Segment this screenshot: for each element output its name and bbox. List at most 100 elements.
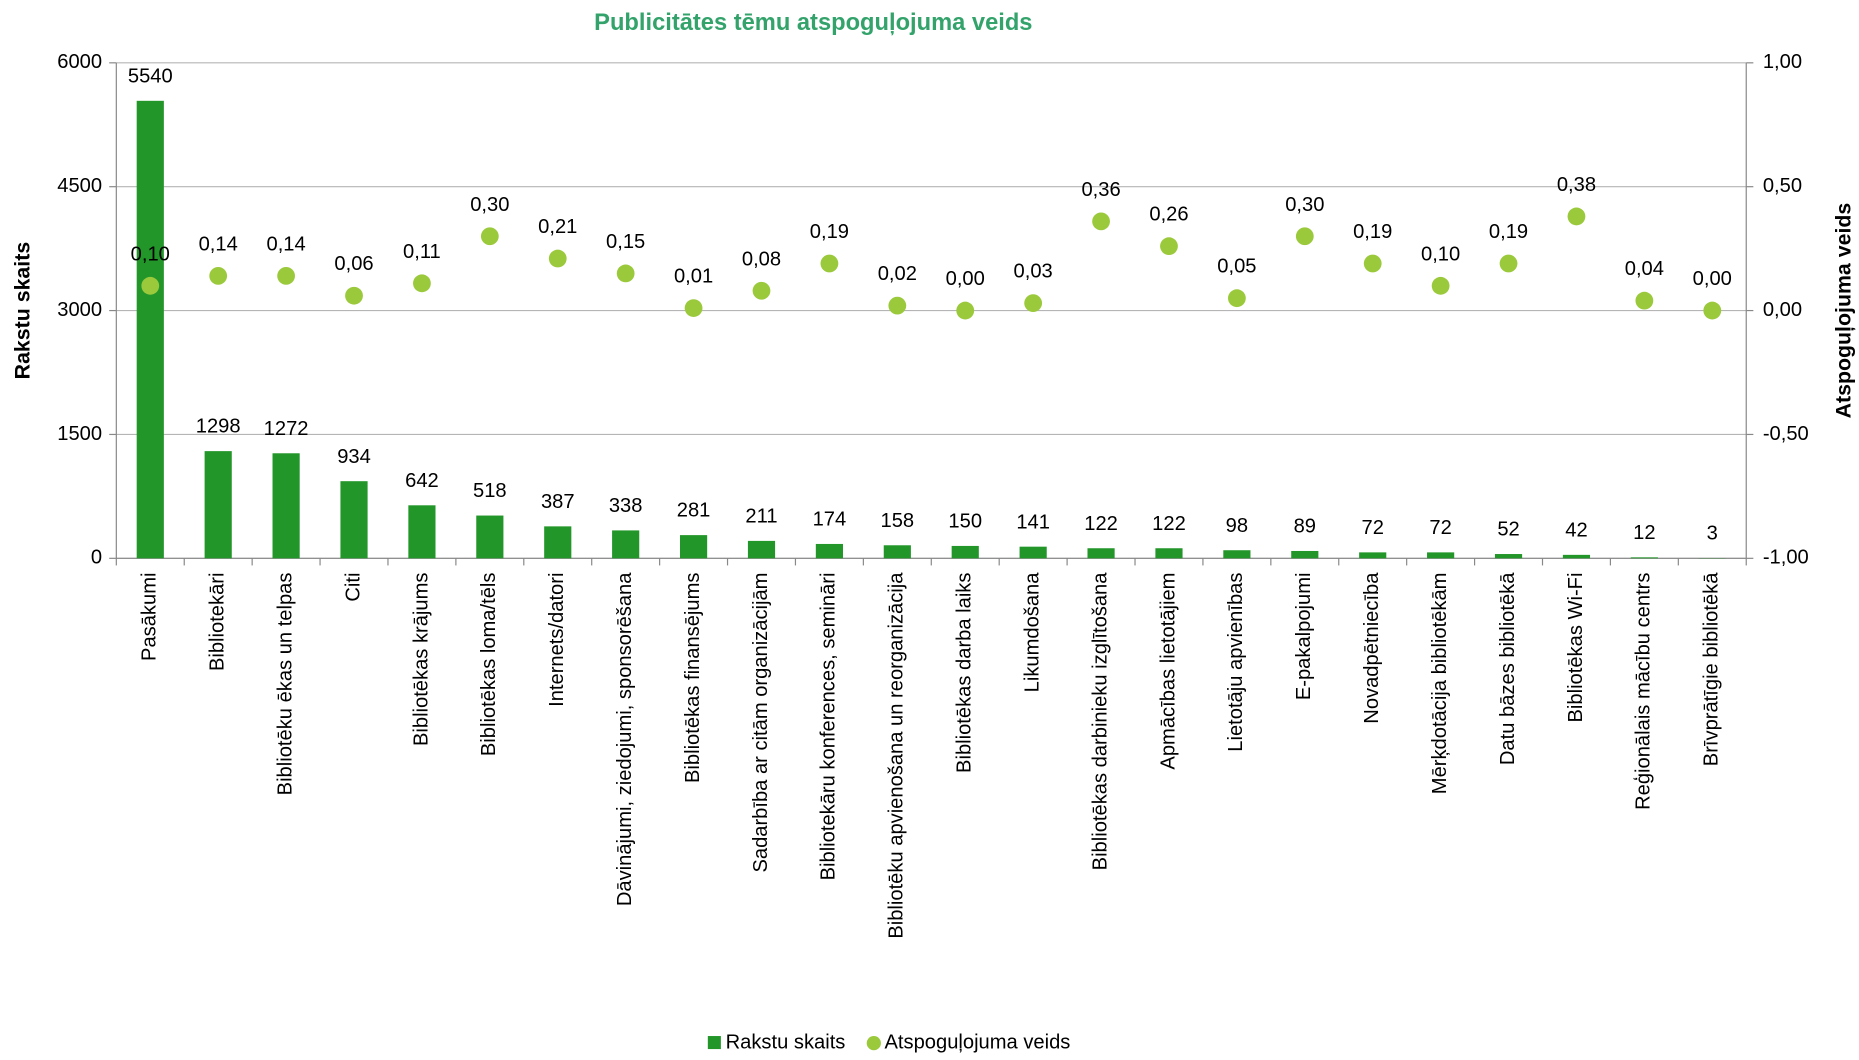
- bar: [340, 481, 367, 558]
- x-tick-label: Bibliotēku ēkas un telpas: [274, 573, 296, 796]
- y2-tick-label: 1,00: [1763, 51, 1802, 73]
- bar: [1359, 552, 1386, 558]
- dot: [685, 299, 703, 317]
- bar-value-label: 211: [745, 506, 777, 528]
- x-tick-label: Novadpētniecība: [1361, 572, 1383, 724]
- dot: [481, 227, 499, 245]
- bar: [1223, 550, 1250, 558]
- dot-value-label: 0,14: [199, 233, 238, 255]
- dot-value-label: 0,03: [1014, 261, 1053, 283]
- bar-value-label: 72: [1362, 517, 1384, 539]
- dot-value-label: 0,14: [267, 233, 306, 255]
- dot-value-label: 0,38: [1557, 174, 1596, 196]
- bar-value-label: 338: [609, 495, 643, 517]
- legend-label: Rakstu skaits: [726, 1031, 846, 1053]
- dot: [1703, 302, 1721, 320]
- x-tick-label: Bibliotēkas darba laiks: [954, 573, 976, 773]
- x-tick-label: Bibliotēkas finansējums: [682, 573, 704, 783]
- dot: [956, 302, 974, 320]
- dot-value-label: 0,26: [1149, 204, 1188, 226]
- dot: [413, 274, 431, 292]
- bar: [408, 505, 435, 558]
- x-tick-label: Dāvinājumi, ziedojumi, sponsorēšana: [614, 572, 636, 906]
- dot-value-label: 0,02: [878, 263, 917, 285]
- y-tick-label: 0: [91, 547, 102, 569]
- dot-value-label: 0,06: [334, 253, 373, 275]
- dot-value-label: 0,00: [1693, 268, 1732, 290]
- x-tick-label: Bibliotēkas Wi-Fi: [1565, 573, 1587, 723]
- x-tick-label: Likumdošana: [1021, 572, 1043, 693]
- dot: [345, 287, 363, 305]
- x-tick-label: Bibliotēkas loma/tēls: [478, 573, 500, 757]
- bar-value-label: 150: [948, 511, 982, 533]
- x-tick-label: Reģionālais mācību centrs: [1633, 573, 1655, 810]
- x-tick-label: Bibliotekāru konferences, semināri: [818, 573, 840, 881]
- bar: [1563, 555, 1590, 558]
- dot-value-label: 0,05: [1217, 256, 1256, 278]
- x-tick-label: Apmācības lietotājiem: [1157, 573, 1179, 770]
- bar-value-label: 5540: [128, 65, 173, 87]
- bar-value-label: 89: [1294, 516, 1316, 538]
- bar-value-label: 518: [473, 480, 507, 502]
- bar: [680, 535, 707, 558]
- dot: [1024, 294, 1042, 312]
- y2-tick-label: 0,00: [1763, 299, 1802, 321]
- y2-axis-title: Atspoguļojuma veids: [1831, 203, 1855, 419]
- bar-value-label: 52: [1497, 519, 1519, 541]
- y-tick-label: 6000: [57, 51, 102, 73]
- bar: [1020, 547, 1047, 559]
- dot: [1364, 255, 1382, 273]
- bar: [748, 541, 775, 558]
- dot: [1160, 237, 1178, 255]
- dot: [277, 267, 295, 285]
- legend-swatch: [708, 1036, 721, 1049]
- x-tick-label: Mērķdotācija bibliotēkām: [1429, 573, 1451, 795]
- legend-swatch: [867, 1036, 881, 1050]
- dot: [753, 282, 771, 300]
- dot: [549, 250, 567, 268]
- dot-value-label: 0,19: [810, 221, 849, 243]
- bar: [952, 546, 979, 558]
- bar-value-label: 281: [677, 500, 711, 522]
- bar-value-label: 42: [1565, 519, 1587, 541]
- bar-value-label: 174: [813, 509, 847, 531]
- dot: [888, 297, 906, 315]
- dot-value-label: 0,36: [1081, 179, 1120, 201]
- dot-value-label: 0,01: [674, 266, 713, 288]
- dot-value-label: 0,30: [1285, 194, 1324, 216]
- bar: [1427, 552, 1454, 558]
- y2-tick-label: -1,00: [1763, 547, 1809, 569]
- y-axis-title: Rakstu skaits: [11, 242, 35, 380]
- x-tick-label: Lietotāju apvienības: [1225, 573, 1247, 752]
- bar-value-label: 141: [1016, 511, 1050, 533]
- x-tick-label: Citi: [342, 573, 364, 602]
- dot: [1228, 289, 1246, 307]
- bar-value-label: 98: [1226, 515, 1248, 537]
- x-tick-label: Bibliotekāri: [207, 573, 229, 672]
- x-tick-label: Internets/datori: [546, 573, 568, 707]
- dot: [209, 267, 227, 285]
- bar: [612, 530, 639, 558]
- x-tick-label: Sadarbība ar citām organizācijām: [750, 573, 772, 873]
- bar-value-label: 158: [881, 510, 915, 532]
- dot-value-label: 0,10: [131, 243, 170, 265]
- dot-value-label: 0,08: [742, 248, 781, 270]
- y-tick-label: 3000: [57, 299, 102, 321]
- bar-value-label: 3: [1707, 523, 1718, 545]
- dot-value-label: 0,10: [1421, 243, 1460, 265]
- chart-title: Publicitātes tēmu atspoguļojuma veids: [594, 10, 1032, 36]
- bar: [476, 516, 503, 559]
- dot-value-label: 0,04: [1625, 258, 1664, 280]
- x-tick-label: E-pakalpojumi: [1293, 573, 1315, 701]
- bar-value-label: 1272: [264, 418, 309, 440]
- y-tick-label: 4500: [57, 175, 102, 197]
- bar-value-label: 122: [1152, 513, 1186, 535]
- y-tick-label: 1500: [57, 423, 102, 445]
- bar-value-label: 72: [1429, 517, 1451, 539]
- y2-tick-label: -0,50: [1763, 423, 1809, 445]
- bar: [1495, 554, 1522, 558]
- dot-value-label: 0,19: [1489, 221, 1528, 243]
- bar-value-label: 122: [1084, 513, 1118, 535]
- dot: [1635, 292, 1653, 310]
